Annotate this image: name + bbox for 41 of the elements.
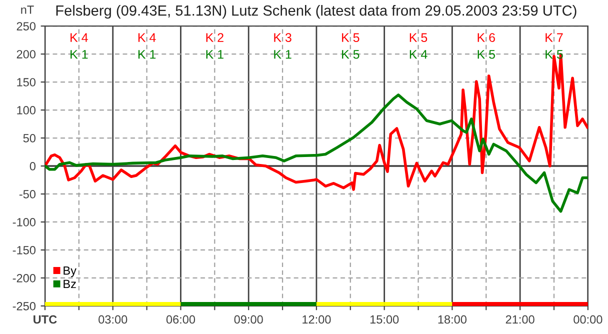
y-tick-label: 100: [17, 106, 36, 114]
chart-title: Felsberg (09.43E, 51.13N) Lutz Schenk (latest data from 29.05.2003 23:59 UTC): [56, 5, 576, 19]
annotation: K 7: [546, 33, 563, 42]
y-tick-label: 250: [16, 22, 36, 30]
x-tick-label: 03:00: [98, 315, 128, 324]
y-tick-label: 0: [30, 162, 36, 170]
annotation: K 1: [70, 50, 88, 59]
annotation: K 5: [410, 33, 428, 42]
x-tick-label: 06:00: [166, 315, 196, 324]
line-series: [44, 94, 588, 213]
x-tick-label: 15:00: [370, 315, 399, 324]
x-tick-label: 12:00: [302, 315, 331, 324]
y-tick-label: -50: [19, 190, 36, 198]
x-tick-label: 21:00: [506, 315, 534, 324]
y-tick-label: 150: [17, 78, 36, 86]
y-tick-label: 200: [16, 50, 36, 58]
annotation: K 2: [206, 33, 224, 42]
annotation: K 4: [410, 50, 428, 59]
x-tick-label: 00:00: [574, 315, 602, 324]
y-tick-label: -150: [12, 246, 36, 254]
annotation: K 5: [342, 33, 360, 42]
annotation: K 1: [274, 50, 292, 59]
annotation: K 4: [70, 33, 88, 42]
annotation: K 1: [138, 50, 156, 59]
y-axis-title: nT: [21, 6, 34, 14]
annotation: K 5: [478, 50, 495, 59]
y-tick-label: -250: [12, 302, 36, 310]
legend-label: Bz: [64, 280, 76, 288]
annotation: K 4: [138, 33, 156, 42]
annotation: K 3: [274, 33, 292, 42]
x-tick-label: UTC: [34, 315, 57, 324]
annotation: K 5: [342, 50, 360, 59]
y-tick-label: -100: [12, 218, 36, 226]
annotation: K 5: [546, 50, 563, 59]
annotation: K 1: [206, 50, 224, 59]
x-tick-label: 09:00: [234, 315, 263, 324]
legend-label: By: [64, 266, 76, 278]
annotation: K 6: [478, 33, 495, 42]
y-tick-label: 50: [23, 134, 36, 142]
x-tick-label: 18:00: [438, 315, 467, 324]
y-tick-label: -200: [12, 274, 36, 282]
